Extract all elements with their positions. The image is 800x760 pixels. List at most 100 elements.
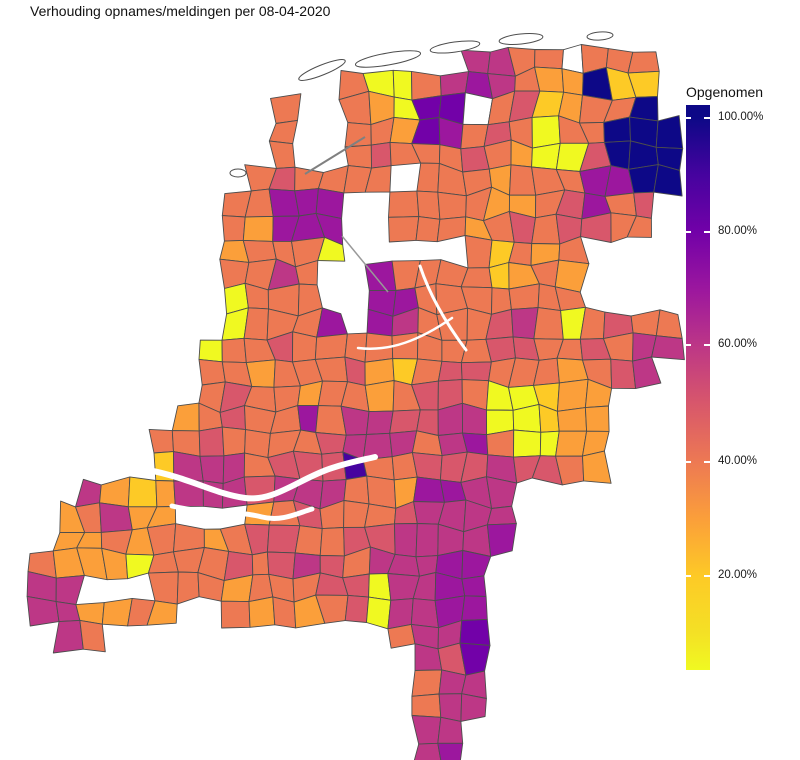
municipality-cell [531, 213, 561, 245]
legend-tick-label: 100.00% [718, 111, 764, 123]
chart-title: Verhouding opnames/meldingen per 08-04-2… [30, 3, 331, 19]
municipality-cell [368, 573, 392, 601]
wadden-island [229, 168, 247, 178]
municipality-cell [653, 164, 683, 197]
municipality-cell [221, 215, 246, 242]
municipality-cell [268, 140, 296, 169]
municipality-cell [344, 594, 370, 623]
municipality-no-data [462, 92, 493, 126]
municipality-cell [411, 693, 442, 718]
municipality-cell [394, 523, 418, 558]
municipality-cell [127, 476, 158, 508]
municipality-cell [413, 476, 445, 503]
municipality-cell [534, 66, 565, 93]
municipality-cell [411, 669, 443, 697]
municipality-cell [531, 142, 561, 170]
legend-tick-mark [686, 575, 691, 577]
municipality-cell [364, 260, 397, 292]
municipality-cell [416, 190, 441, 220]
municipality-cell [364, 380, 395, 413]
municipality-cell [176, 571, 200, 605]
municipality-cell [582, 450, 612, 484]
municipality-cell [411, 452, 443, 481]
municipality-cell [488, 262, 510, 290]
municipality-cell [101, 597, 133, 627]
municipality-cell [52, 619, 84, 654]
municipality-cell [416, 162, 440, 193]
municipality-cell [316, 307, 348, 338]
municipality-cell [633, 191, 655, 219]
legend-tick-mark [704, 117, 710, 119]
dike-line [304, 136, 366, 175]
municipality-cell [415, 523, 439, 558]
municipality-cell [392, 69, 413, 101]
municipality-cell [155, 480, 176, 508]
municipality-cell [270, 93, 302, 124]
municipality-cell [26, 595, 60, 627]
municipality-cell [55, 574, 85, 606]
municipality-cell [370, 141, 392, 169]
municipality-cell [437, 742, 464, 760]
municipality-cell [561, 68, 584, 96]
municipality-cell [655, 309, 683, 339]
municipality-cell [387, 598, 414, 630]
municipality-cell [251, 551, 270, 576]
municipality-cell [366, 475, 397, 509]
legend-tick-mark [686, 117, 691, 119]
legend-tick-label: 60.00% [718, 338, 758, 350]
legend-tick-label: 40.00% [718, 455, 758, 467]
municipality-cell [459, 618, 491, 646]
municipality-cell [626, 215, 652, 238]
municipality-cell [248, 596, 276, 628]
municipality-cell [294, 188, 319, 217]
river-path [356, 316, 454, 350]
municipality-cell [461, 595, 488, 621]
municipality-cell [243, 307, 269, 341]
municipality-cell [297, 405, 319, 433]
municipality-cell [291, 236, 326, 268]
river-path [418, 264, 468, 352]
municipality-cell [220, 600, 251, 629]
municipality-cell [554, 259, 590, 293]
municipality-cell [388, 216, 420, 243]
municipality-cell [486, 505, 517, 526]
municipality-cell [272, 596, 297, 629]
legend-tick-mark [686, 231, 691, 233]
legend-tick-mark [686, 461, 691, 463]
municipality-cell [344, 144, 372, 169]
municipality-cell [242, 239, 277, 263]
municipality-cell [387, 623, 416, 649]
municipality-cell [148, 428, 174, 454]
municipality-cell [292, 331, 318, 363]
municipality-cell [610, 358, 637, 390]
municipality-cell [171, 402, 200, 432]
municipality-cell [513, 429, 542, 458]
municipality-cell [198, 339, 223, 363]
municipality-cell [630, 309, 661, 337]
municipality-cell [147, 571, 179, 605]
municipality-cell [486, 523, 517, 557]
municipality-cell [460, 49, 491, 75]
municipality-cell [460, 693, 487, 722]
legend-tick-mark [704, 461, 710, 463]
wadden-island [498, 33, 544, 45]
legend-tick-mark [704, 231, 710, 233]
municipality-cell [221, 426, 246, 457]
municipality-cell [533, 307, 564, 340]
municipality-cell [485, 336, 516, 363]
municipality-cell [415, 216, 441, 243]
legend-title: Opgenomen [686, 84, 764, 100]
municipality-cell [437, 716, 464, 744]
municipality-cell [242, 215, 274, 242]
dike-line [341, 235, 389, 293]
legend-tick-label: 20.00% [718, 569, 758, 581]
municipality-cell [268, 119, 298, 145]
municipality-cell [366, 596, 392, 630]
wadden-island [586, 31, 614, 41]
municipality-cell [340, 405, 370, 436]
municipality-cell [366, 410, 394, 435]
municipality-cell [314, 333, 348, 360]
municipality-cell [99, 502, 133, 533]
wadden-island [354, 50, 422, 68]
municipality-cell [388, 190, 420, 218]
